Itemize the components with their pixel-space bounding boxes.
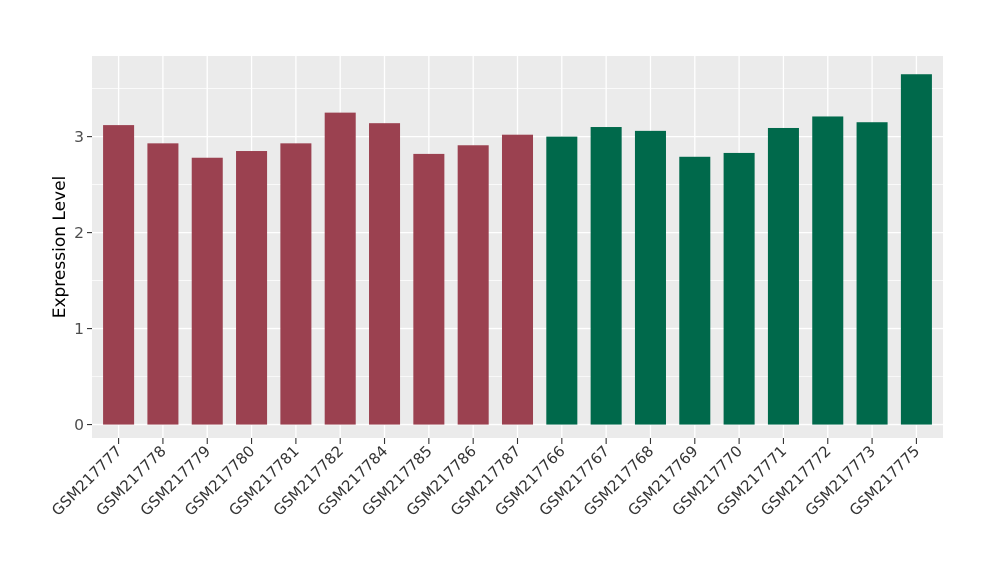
bar-GSM217785 <box>413 153 445 425</box>
bar-GSM217766 <box>546 136 578 425</box>
bar-GSM217772 <box>812 116 844 425</box>
bar-GSM217786 <box>457 145 489 425</box>
bar-GSM217784 <box>369 123 401 425</box>
bar-GSM217773 <box>856 122 888 425</box>
bar-GSM217777 <box>103 125 135 425</box>
bar-GSM217770 <box>723 152 755 425</box>
y-tick-label: 1 <box>74 320 84 338</box>
bar-GSM217780 <box>236 151 268 425</box>
bar-GSM217781 <box>280 143 312 425</box>
y-tick-label: 2 <box>74 224 84 242</box>
bar-GSM217775 <box>900 74 932 425</box>
bar-GSM217779 <box>191 157 223 425</box>
bar-GSM217778 <box>147 143 179 425</box>
y-tick-label: 3 <box>74 128 84 146</box>
bar-GSM217767 <box>590 127 622 425</box>
y-axis-title: Expression Level <box>50 176 70 319</box>
bar-GSM217787 <box>501 134 534 425</box>
bar-GSM217768 <box>634 130 666 425</box>
bar-GSM217771 <box>767 127 799 425</box>
bar-GSM217769 <box>679 156 711 425</box>
bar-GSM217782 <box>324 112 356 425</box>
y-tick-label: 0 <box>74 416 84 434</box>
